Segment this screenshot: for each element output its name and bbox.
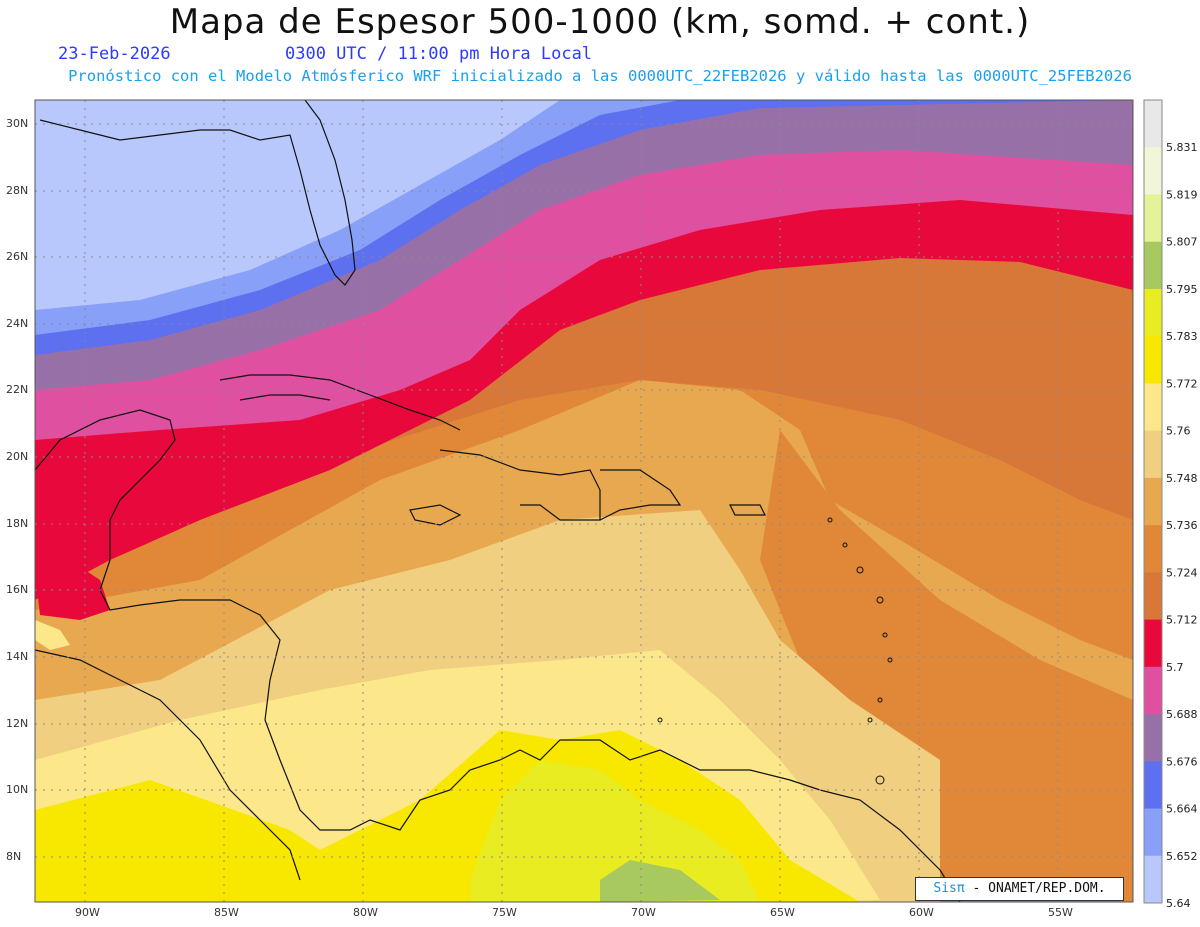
colorbar-label: 5.783 [1166,330,1198,343]
lon-label: 75W [492,906,517,919]
band-5807 [600,860,720,902]
lat-label: 18N [6,517,29,530]
colorbar: 5.831 5.819 5.807 5.795 5.783 5.772 5.76 5.748 5… [1143,99,1198,910]
colorbar-label: 5.676 [1166,755,1198,768]
forecast-time: 0300 UTC / 11:00 pm Hora Local [285,44,593,64]
colorbar-label: 5.712 [1166,614,1198,627]
colorbar-swatch [1144,666,1162,715]
lat-label: 26N [6,250,29,263]
colorbar-swatch [1144,147,1162,195]
colorbar-label: 5.724 [1166,566,1198,579]
colorbar-swatch [1144,336,1162,384]
map-title: Mapa de Espesor 500-1000 (km, somd. + co… [169,2,1031,42]
colorbar-swatch [1144,855,1162,904]
lat-label: 12N [6,717,29,730]
colorbar-frame [1143,99,1163,904]
lon-label: 65W [770,906,795,919]
colorbar-swatch [1144,100,1162,148]
credit-box: Sisπ - ONAMET/REP.DOM. [915,877,1124,901]
band-5712-patch [35,560,110,620]
band-5795 [470,760,760,902]
colorbar-label: 5.807 [1166,236,1198,249]
lon-label: 55W [1048,906,1073,919]
lat-label: 16N [6,583,29,596]
colorbar-label: 5.736 [1166,519,1198,532]
lon-label: 70W [631,906,656,919]
colorbar-swatch [1144,194,1162,243]
lat-label: 24N [6,317,29,330]
colorbar-label: 5.748 [1166,472,1198,485]
colorbar-swatch [1144,572,1162,621]
colorbar-label: 5.795 [1166,283,1198,296]
colorbar-swatch [1144,714,1162,762]
lat-label: 14N [6,650,29,663]
colorbar-swatch [1144,477,1162,526]
lat-label: 22N [6,383,29,396]
colorbar-label: 5.772 [1166,377,1198,390]
map-frame [34,99,1134,903]
coastlines [35,100,961,902]
colorbar-label: 5.819 [1166,188,1198,201]
colorbar-swatch [1144,525,1162,573]
colorbar-label: 5.7 [1166,661,1184,674]
colorbar-label: 5.664 [1166,803,1198,816]
colorbar-label: 5.652 [1166,850,1198,863]
colorbar-swatch [1144,288,1162,337]
band-5748-east [760,430,1133,902]
colorbar-swatch [1144,430,1162,479]
island-chain [657,517,893,785]
colorbar-swatch [1144,241,1162,290]
forecast-date: 23-Feb-2026 [58,44,171,64]
credit-brand: Sisπ [933,881,965,896]
band-5640 [35,100,560,310]
lon-label: 90W [75,906,100,919]
colorbar-label: 5.688 [1166,708,1198,721]
credit-text: - ONAMET/REP.DOM. [964,881,1106,896]
model-info: Pronóstico con el Modelo Atmósferico WRF… [68,67,1132,85]
lon-label: 80W [353,906,378,919]
lat-label: 20N [6,450,29,463]
colorbar-label: 5.64 [1166,897,1191,910]
lat-label: 8N [6,850,22,863]
colorbar-label: 5.831 [1166,141,1198,154]
colorbar-swatch [1144,619,1162,668]
lat-label: 28N [6,184,29,197]
graticule [35,100,1133,902]
colorbar-swatch [1144,383,1162,432]
lon-label: 85W [214,906,239,919]
colorbar-swatch [1144,808,1162,857]
lat-label: 30N [6,117,29,130]
colorbar-label: 5.76 [1166,425,1191,438]
lon-label: 60W [909,906,934,919]
colorbar-swatch [1144,761,1162,810]
band-5772-patch [35,620,70,650]
lat-label: 10N [6,783,29,796]
